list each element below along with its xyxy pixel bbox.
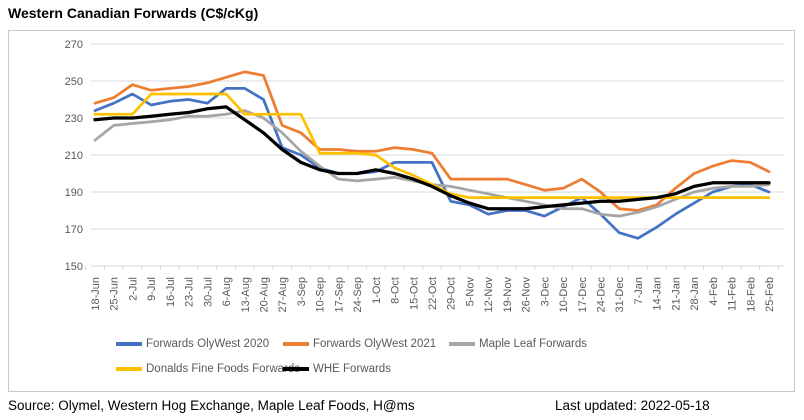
x-axis-label: 30-Jul	[202, 277, 214, 307]
footer-last-updated: Last updated: 2022-05-18	[555, 398, 710, 413]
x-axis-label: 3-Dec	[539, 277, 551, 307]
x-axis-label: 9-Jul	[146, 277, 158, 301]
x-axis-label: 24-Dec	[596, 277, 608, 313]
x-axis-label: 7-Jan	[633, 277, 645, 305]
x-axis-label: 25-Jun	[109, 277, 121, 311]
x-axis-label: 28-Jan	[689, 277, 701, 311]
x-axis-label: 25-Feb	[764, 277, 776, 312]
y-axis-label: 190	[65, 187, 83, 199]
x-axis-label: 19-Nov	[502, 277, 514, 313]
x-axis-label: 15-Oct	[408, 277, 420, 310]
y-axis-label: 270	[65, 39, 83, 51]
y-axis-label: 150	[65, 261, 83, 273]
chart-container: 270 250 230 210 190 170 150 18-Jun 25-Jun 2-Jul 9-…	[8, 30, 795, 392]
x-axis-label: 21-Jan	[670, 277, 682, 311]
x-axis-label: 2-Jul	[127, 277, 139, 301]
x-axis-label: 17-Dec	[577, 277, 589, 313]
x-axis-label: 22-Oct	[427, 277, 439, 310]
footer-source: Source: Olymel, Western Hog Exchange, Ma…	[8, 398, 415, 413]
chart-svg: 270 250 230 210 190 170 150 18-Jun 25-Jun 2-Jul 9-…	[65, 39, 784, 313]
x-axis-label: 6-Aug	[221, 277, 233, 306]
y-axis-label: 170	[65, 224, 83, 236]
series-line	[93, 70, 771, 212]
x-axis-label: 14-Jan	[652, 277, 664, 311]
x-axis-label: 27-Aug	[277, 277, 289, 312]
x-axis-label: 23-Jul	[184, 277, 196, 307]
x-axis-label: 5-Nov	[464, 277, 476, 307]
series-line	[93, 105, 771, 211]
x-axis-label: 13-Aug	[240, 277, 252, 312]
x-axis-label: 10-Sep	[315, 277, 327, 312]
x-axis-label: 18-Feb	[745, 277, 757, 312]
x-axis-label: 18-Jun	[90, 277, 102, 311]
x-axis-label: 24-Sep	[352, 277, 364, 312]
x-axis-label: 17-Sep	[333, 277, 345, 312]
x-axis-label: 29-Oct	[446, 277, 458, 310]
y-axis-label: 230	[65, 113, 83, 125]
series-line	[93, 87, 771, 240]
page-title: Western Canadian Forwards (C$/cKg)	[8, 5, 259, 21]
x-axis-label: 26-Nov	[521, 277, 533, 313]
x-axis-label: 16-Jul	[165, 277, 177, 307]
x-axis-label: 11-Feb	[727, 277, 739, 311]
x-axis-label: 12-Nov	[483, 277, 495, 313]
x-axis-label: 31-Dec	[614, 277, 626, 313]
x-axis-label: 4-Feb	[708, 277, 720, 306]
x-axis-label: 10-Dec	[558, 277, 570, 313]
x-axis-label: 8-Oct	[390, 277, 402, 304]
x-axis-label: 20-Aug	[259, 277, 271, 312]
x-axis-label: 3-Sep	[296, 277, 308, 306]
y-axis-label: 210	[65, 150, 83, 162]
y-axis-label: 250	[65, 76, 83, 88]
x-axis-label: 1-Oct	[371, 277, 383, 304]
